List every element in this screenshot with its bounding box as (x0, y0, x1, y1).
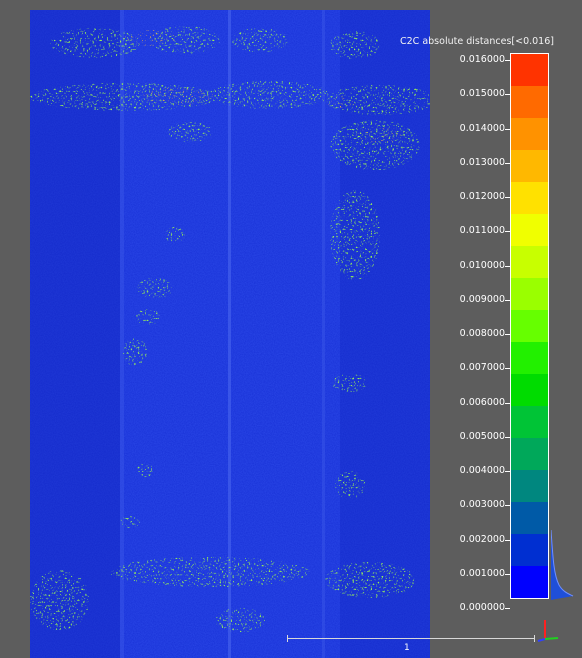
color-scale-tick-label: 0.000000 (459, 602, 505, 613)
color-scale-tick-label: 0.003000 (459, 499, 505, 511)
color-scale-segment (511, 118, 548, 150)
color-scale-tick-mark (505, 265, 510, 267)
color-scale-segment (511, 278, 548, 310)
color-scale-tick-mark (505, 60, 510, 61)
color-scale-segment (511, 150, 548, 182)
color-scale-bar (510, 53, 549, 599)
color-scale-segment (511, 502, 548, 534)
color-scale-tick-mark (505, 471, 510, 472)
color-scale-segment (511, 438, 548, 470)
color-scale-segment (511, 310, 548, 342)
color-scale-segment (511, 182, 548, 214)
color-scale-tick-label: 0.009000 (459, 293, 505, 305)
color-scale-tick-mark (505, 368, 510, 370)
scalar-field-title: C2C absolute distances[<0.016] (400, 36, 554, 47)
scale-bar (287, 635, 535, 642)
color-scale-segment (511, 374, 548, 406)
color-scale-tick-mark (505, 402, 510, 404)
color-scale-tick-mark (505, 505, 510, 507)
scale-bar-label: 1 (404, 643, 410, 653)
color-scale-tick-label: 0.011000 (459, 225, 505, 237)
color-scale-segment (511, 566, 548, 598)
color-scale-tick-label: 0.012000 (459, 191, 505, 202)
color-scale-segment (511, 534, 548, 566)
color-scale-tick-label: 0.016000 (459, 54, 505, 65)
color-scale-tick-label: 0.015000 (459, 88, 505, 100)
color-scale-segment (511, 470, 548, 502)
color-scale-tick-label: 0.001000 (459, 567, 505, 579)
color-scale-tick-mark (505, 299, 510, 301)
histogram-curve (551, 530, 574, 600)
color-scale-segment (511, 54, 548, 86)
color-scale-tick-label: 0.007000 (459, 362, 505, 374)
color-scale-tick-mark (505, 539, 510, 541)
color-scale-tick-mark (505, 608, 510, 609)
color-scale-tick-label: 0.006000 (459, 396, 505, 408)
color-scale-tick-mark (505, 162, 510, 164)
color-scale-tick-label: 0.013000 (459, 156, 505, 168)
axis-trihedron-icon (537, 620, 559, 642)
color-scale-tick-label: 0.005000 (459, 430, 505, 442)
color-scale-segment (511, 406, 548, 438)
color-scale-tick-mark (505, 128, 510, 130)
color-scale-tick-label: 0.010000 (459, 259, 505, 271)
color-scale-tick-label: 0.004000 (459, 465, 505, 476)
color-scale-tick-label: 0.008000 (459, 328, 505, 339)
color-scale-segment (511, 246, 548, 278)
color-scale-segment (511, 342, 548, 374)
color-scale-tick-mark (505, 334, 510, 335)
color-scale-tick-mark (505, 436, 510, 438)
color-scale-tick-label: 0.002000 (459, 533, 505, 545)
color-scale-tick-mark (505, 231, 510, 233)
color-scale-tick-mark (505, 94, 510, 96)
color-scale-tick-label: 0.014000 (459, 122, 505, 134)
color-scale-tick-mark (505, 197, 510, 198)
color-scale-segment (511, 86, 548, 118)
color-scale-tick-mark (505, 573, 510, 575)
color-scale-segment (511, 214, 548, 246)
